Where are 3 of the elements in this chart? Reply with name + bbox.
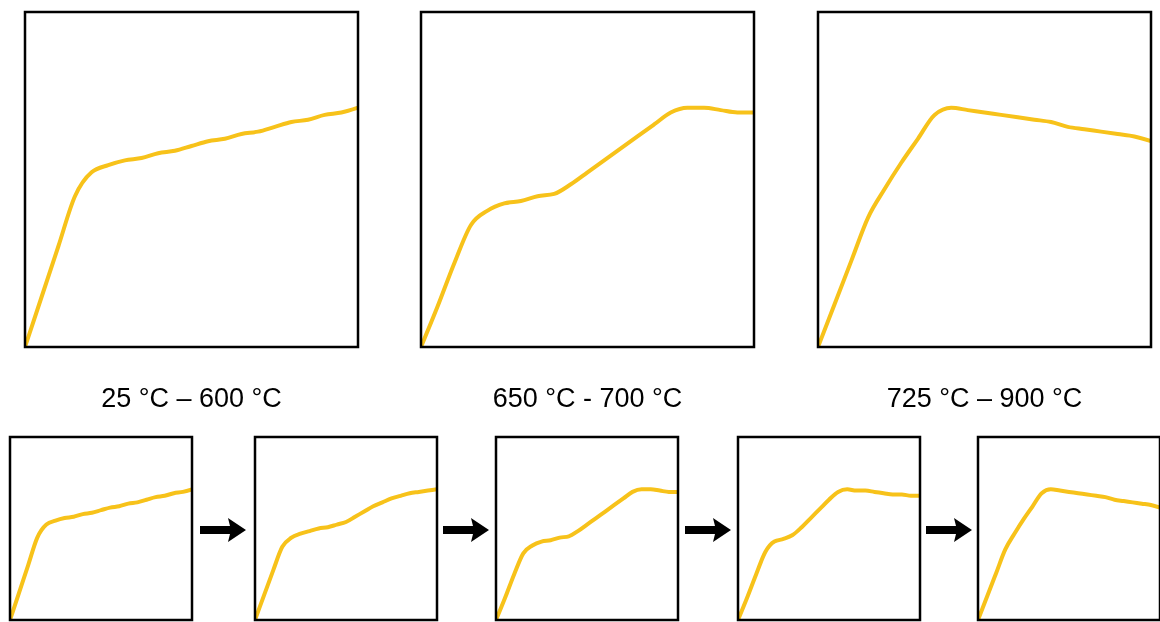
text: 725 °C – 900 °C — [886, 383, 1083, 413]
text: 25 °C – 600 °C — [101, 383, 282, 413]
text: 650 °C - 700 °C — [492, 383, 683, 413]
